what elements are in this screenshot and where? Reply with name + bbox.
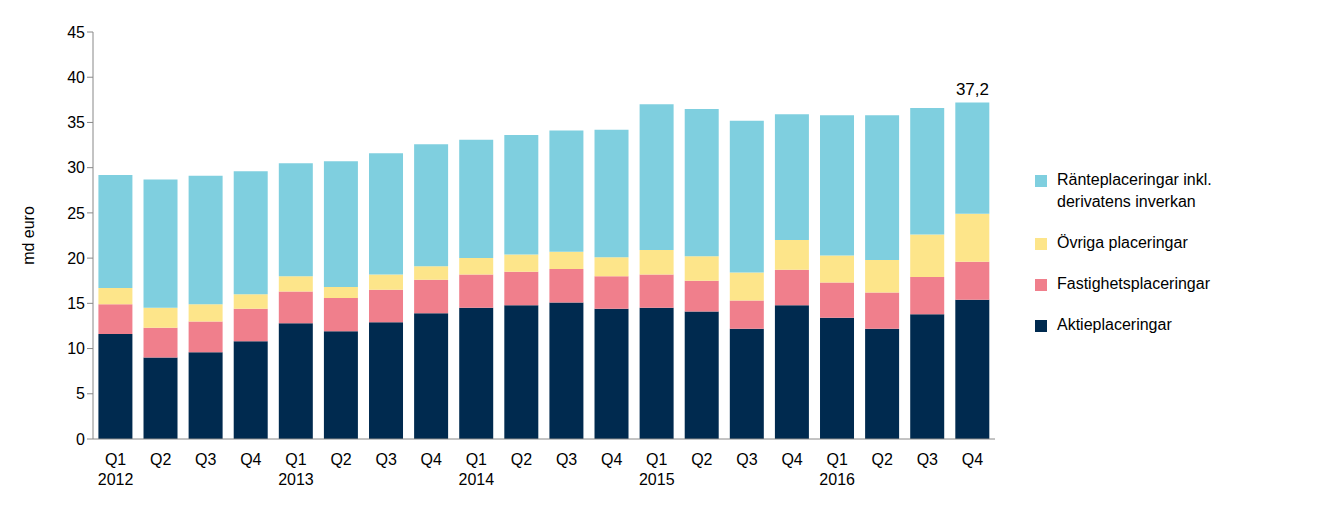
svg-text:40: 40 xyxy=(67,69,85,86)
svg-text:Q3: Q3 xyxy=(917,451,938,468)
svg-text:15: 15 xyxy=(67,295,85,312)
svg-text:Q3: Q3 xyxy=(195,451,216,468)
svg-text:Q2: Q2 xyxy=(330,451,351,468)
svg-text:35: 35 xyxy=(67,114,85,131)
svg-text:Q4: Q4 xyxy=(962,451,983,468)
svg-text:Q12015: Q12015 xyxy=(639,451,675,488)
html-text:Fastighetsplaceringar: Fastighetsplaceringar xyxy=(1057,274,1210,292)
svg-text:Q4: Q4 xyxy=(421,451,442,468)
svg-text:md euro: md euro xyxy=(20,206,37,265)
html-text:Aktieplaceringar: Aktieplaceringar xyxy=(1057,315,1172,333)
svg-text:Q4: Q4 xyxy=(240,451,261,468)
svg-text:Q12014: Q12014 xyxy=(459,451,495,488)
svg-text:37,2: 37,2 xyxy=(956,80,989,99)
svg-text:Q3: Q3 xyxy=(736,451,757,468)
svg-text:5: 5 xyxy=(76,385,85,402)
svg-text:Q2: Q2 xyxy=(872,451,893,468)
svg-text:20: 20 xyxy=(67,250,85,267)
html-text:Ränteplaceringar inkl. derivat: Ränteplaceringar inkl. derivatens inverk… xyxy=(1057,170,1212,210)
svg-text:0: 0 xyxy=(76,431,85,448)
svg-text:45: 45 xyxy=(67,24,85,41)
svg-text:10: 10 xyxy=(67,340,85,357)
svg-text:Q2: Q2 xyxy=(691,451,712,468)
svg-text:Q2: Q2 xyxy=(511,451,532,468)
svg-text:Q12016: Q12016 xyxy=(819,451,855,488)
svg-text:Q4: Q4 xyxy=(781,451,802,468)
svg-text:Q3: Q3 xyxy=(556,451,577,468)
svg-text:25: 25 xyxy=(67,205,85,222)
html-text:Övriga placeringar: Övriga placeringar xyxy=(1057,233,1188,251)
svg-text:30: 30 xyxy=(67,159,85,176)
svg-text:Q12012: Q12012 xyxy=(98,451,134,488)
svg-text:Q4: Q4 xyxy=(601,451,622,468)
svg-text:Q12013: Q12013 xyxy=(278,451,314,488)
svg-text:Q3: Q3 xyxy=(375,451,396,468)
svg-text:Q2: Q2 xyxy=(150,451,171,468)
